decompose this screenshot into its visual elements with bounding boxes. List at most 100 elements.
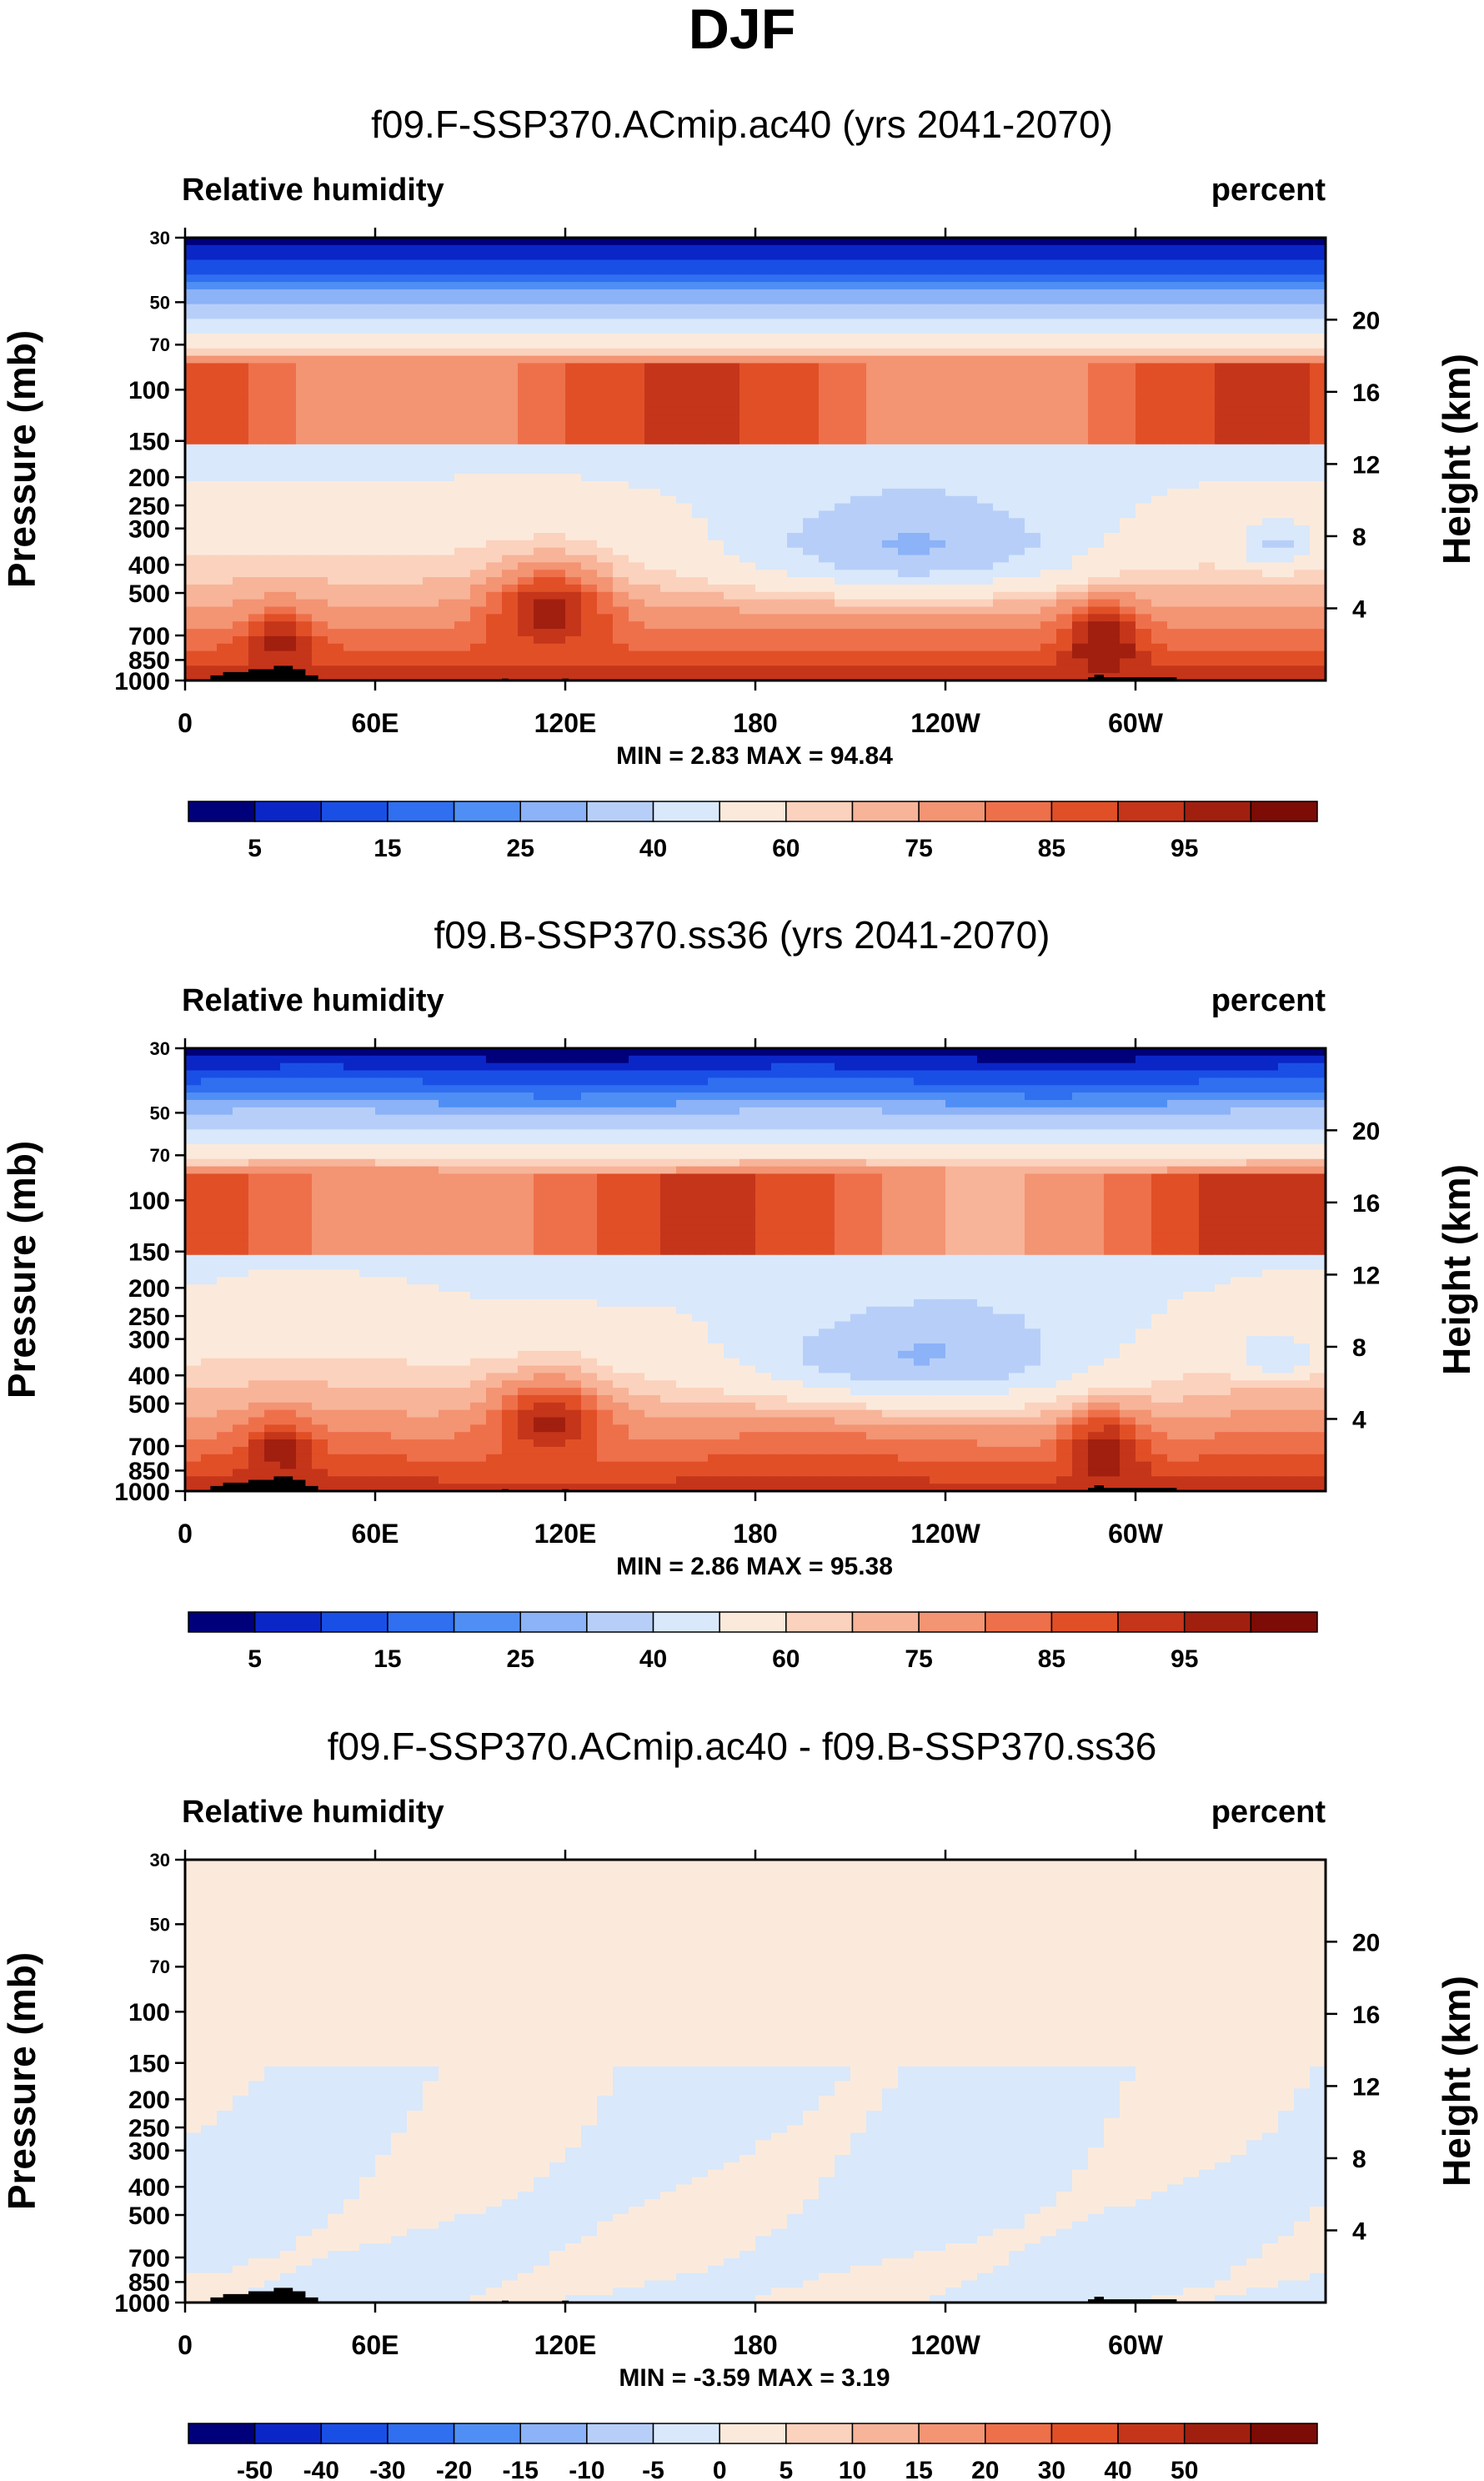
contour-cell — [1199, 244, 1216, 254]
contour-cell — [581, 296, 598, 305]
contour-cell — [296, 238, 313, 246]
contour-cell — [676, 635, 693, 645]
contour-cell — [581, 562, 598, 570]
contour-cell — [549, 570, 566, 578]
contour-cell — [1167, 334, 1184, 342]
contour-cell — [233, 503, 249, 512]
contour-cell — [1167, 252, 1184, 261]
contour-cell — [755, 311, 772, 319]
contour-cell — [1294, 1099, 1311, 1108]
contour-cell — [1151, 422, 1168, 430]
contour-cell — [898, 1070, 915, 1078]
contour-cell — [407, 599, 424, 608]
contour-cell — [724, 355, 740, 364]
contour-cell — [755, 429, 772, 438]
contour-cell — [692, 422, 709, 430]
contour-cell — [945, 547, 962, 556]
contour-cell — [1040, 643, 1057, 652]
contour-cell — [1246, 1070, 1263, 1078]
contour-cell — [1246, 429, 1263, 438]
contour-cell — [565, 378, 582, 386]
contour-cell — [993, 282, 1010, 290]
contour-cell — [803, 650, 820, 660]
contour-cell — [914, 555, 930, 563]
contour-cell — [835, 392, 851, 401]
contour-cell — [1199, 436, 1216, 445]
contour-cell — [1040, 274, 1057, 283]
contour-cell — [724, 399, 740, 409]
contour-cell — [787, 399, 804, 409]
contour-cell — [993, 495, 1010, 505]
contour-cell — [930, 399, 946, 409]
contour-cell — [1136, 540, 1152, 549]
contour-cell — [502, 385, 519, 394]
contour-cell — [771, 378, 788, 386]
contour-cell — [692, 407, 709, 415]
contour-cell — [486, 326, 503, 334]
contour-cell — [819, 584, 835, 593]
contour-cell — [1151, 584, 1168, 593]
contour-cell — [708, 348, 724, 357]
contour-cell — [771, 650, 788, 660]
contour-cell — [1088, 606, 1105, 615]
contour-cell — [676, 378, 693, 386]
contour-cell — [549, 414, 566, 423]
contour-cell — [787, 474, 804, 482]
contour-cell — [945, 399, 962, 409]
contour-cell — [343, 673, 360, 681]
contour-cell — [565, 370, 582, 379]
contour-cell — [945, 481, 962, 490]
contour-cell — [1040, 348, 1057, 357]
contour-cell — [1262, 399, 1279, 409]
contour-cell — [407, 348, 424, 357]
contour-cell — [1136, 1085, 1152, 1093]
contour-cell — [866, 348, 883, 357]
contour-cell — [993, 259, 1010, 268]
contour-cell — [724, 319, 740, 327]
contour-cell — [819, 348, 835, 357]
contour-cell — [1278, 1085, 1295, 1093]
contour-cell — [1199, 1092, 1216, 1101]
contour-cell — [1151, 378, 1168, 386]
contour-cell — [1088, 340, 1105, 349]
contour-cell — [1104, 570, 1121, 578]
contour-cell — [739, 444, 756, 453]
contour-cell — [803, 525, 820, 534]
contour-cell — [1104, 244, 1121, 254]
contour-cell — [439, 606, 455, 615]
contour-cell — [343, 296, 360, 305]
contour-cell — [296, 591, 313, 600]
contour-cell — [185, 650, 202, 660]
contour-cell — [613, 562, 629, 570]
contour-cell — [423, 606, 439, 615]
contour-cell — [1088, 274, 1105, 283]
contour-cell — [185, 533, 202, 541]
contour-cell — [280, 444, 297, 453]
contour-cell — [724, 282, 740, 290]
contour-cell — [454, 267, 471, 275]
contour-cell — [644, 392, 661, 401]
contour-cell — [613, 533, 629, 541]
contour-cell — [328, 474, 344, 482]
contour-cell — [280, 599, 297, 608]
contour-cell — [233, 481, 249, 490]
contour-cell — [1246, 673, 1263, 681]
contour-cell — [1072, 363, 1089, 371]
contour-cell — [1246, 363, 1263, 371]
contour-cell — [549, 267, 566, 275]
contour-cell — [1009, 429, 1025, 438]
contour-cell — [898, 378, 915, 386]
contour-cell — [803, 518, 820, 526]
contour-cell — [486, 591, 503, 600]
contour-cell — [914, 481, 930, 490]
contour-cell — [343, 488, 360, 497]
y-tick-label: 70 — [150, 334, 170, 355]
contour-cell — [233, 488, 249, 497]
contour-cell — [1056, 252, 1073, 261]
contour-cell — [359, 518, 376, 526]
contour-cell — [692, 1085, 709, 1093]
contour-cell — [613, 392, 629, 401]
contour-cell — [945, 650, 962, 660]
contour-cell — [280, 584, 297, 593]
contour-cell — [660, 1092, 677, 1101]
